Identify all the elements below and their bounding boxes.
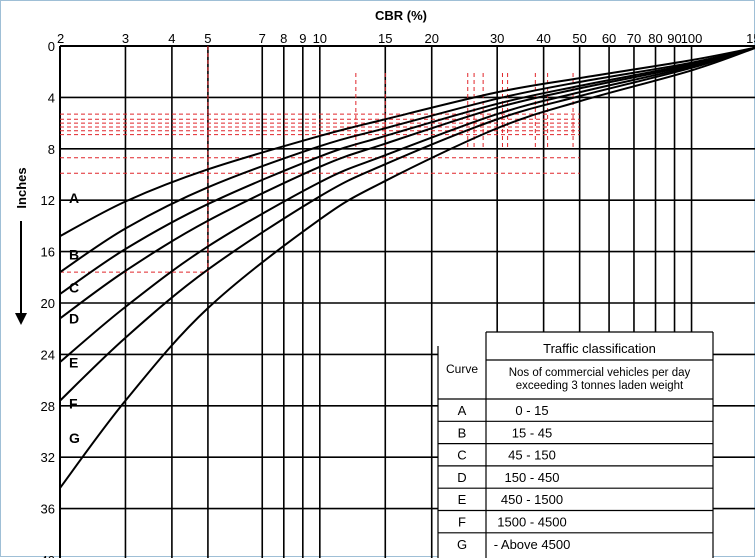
- curve-labels: A B CD E F G: [69, 190, 80, 446]
- y-tick-label: 36: [41, 502, 55, 517]
- y-tick-label: 0: [48, 39, 55, 54]
- table-cell-curve: G: [457, 537, 467, 552]
- x-tick-label: 50: [572, 31, 586, 46]
- table-cell-curve: E: [458, 492, 467, 507]
- table-header-curve: Curve: [446, 362, 478, 376]
- y-tick-label: 20: [41, 296, 55, 311]
- y-tick-label: 32: [41, 450, 55, 465]
- table-cell-curve: B: [458, 425, 467, 440]
- curve-e: [59, 46, 755, 363]
- x-tick-label: 40: [536, 31, 550, 46]
- x-tick-label: 8: [280, 31, 287, 46]
- table-header-sub: exceeding 3 tonnes laden weight: [516, 380, 684, 392]
- curve-label-c: C: [69, 280, 79, 296]
- table-header-traffic: Traffic classification: [543, 341, 656, 356]
- curve-c: [59, 46, 755, 295]
- x-tick-label: 100: [681, 31, 703, 46]
- x-tick-label: 4: [168, 31, 175, 46]
- x-tick-label: 150: [746, 31, 755, 46]
- x-tick-label: 15: [378, 31, 392, 46]
- curve-label-g: G: [69, 430, 80, 446]
- x-tick-label: 10: [313, 31, 327, 46]
- x-tick-label: 20: [424, 31, 438, 46]
- x-tick-label: 90: [667, 31, 681, 46]
- curve-label-a: A: [69, 190, 79, 206]
- design-curves: [59, 46, 755, 489]
- x-tick-label: 9: [299, 31, 306, 46]
- x-tick-label: 80: [648, 31, 662, 46]
- curve-d: [59, 46, 755, 320]
- table-cell-range: 15 - 45: [512, 425, 552, 440]
- curve-f: [59, 46, 755, 402]
- table-cell-range: 0 - 15: [515, 403, 548, 418]
- y-tick-labels: 0 4 8 12 16 20 24 28 32 36 40: [41, 39, 55, 558]
- y-tick-label: 28: [41, 399, 55, 414]
- curve-label-f: F: [69, 395, 78, 411]
- down-arrow-icon: [15, 313, 27, 325]
- curve-label-d: D: [69, 311, 79, 327]
- curve-label-e: E: [69, 354, 78, 370]
- x-tick-label: 60: [602, 31, 616, 46]
- table-background: [438, 332, 713, 558]
- table-cell-curve: F: [458, 515, 466, 530]
- x-axis-title: CBR (%): [375, 8, 427, 23]
- table-cell-curve: A: [458, 403, 467, 418]
- table-cell-range: 1500 - 4500: [497, 515, 566, 530]
- curve-g: [59, 46, 755, 489]
- traffic-classification-table: Curve Traffic classification Nos of commer…: [437, 331, 714, 558]
- table-cell-range: 450 - 1500: [501, 492, 563, 507]
- x-tick-label: 5: [204, 31, 211, 46]
- x-tick-label: 70: [627, 31, 641, 46]
- table-cell-curve: C: [457, 448, 466, 463]
- y-tick-label: 40: [41, 553, 55, 558]
- table-header-sub: Nos of commercial vehicles per day: [509, 367, 691, 379]
- table-cell-range: 45 - 150: [508, 448, 556, 463]
- axis-titles: CBR (%) Inches: [14, 8, 427, 325]
- y-tick-label: 12: [41, 193, 55, 208]
- table-cell-range: 150 - 450: [505, 470, 560, 485]
- y-tick-label: 16: [41, 245, 55, 260]
- curve-a: [59, 46, 755, 238]
- y-tick-label: 4: [48, 90, 55, 105]
- y-tick-label: 8: [48, 142, 55, 157]
- x-tick-label: 3: [122, 31, 129, 46]
- table-cell-curve: D: [457, 470, 466, 485]
- table-cell-range: - Above 4500: [494, 537, 571, 552]
- curve-label-b: B: [69, 246, 79, 262]
- x-tick-label: 7: [259, 31, 266, 46]
- x-tick-label: 2: [57, 31, 64, 46]
- x-tick-label: 30: [490, 31, 504, 46]
- y-tick-label: 24: [41, 347, 55, 362]
- y-axis-title: Inches: [14, 167, 29, 208]
- curve-b: [59, 46, 755, 273]
